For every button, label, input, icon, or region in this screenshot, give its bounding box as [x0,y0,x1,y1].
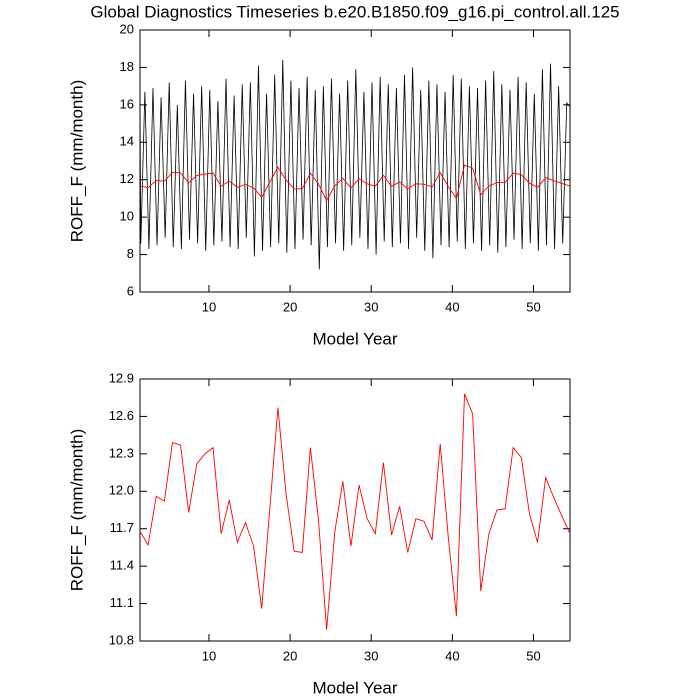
y-tick-label: 12.3 [109,445,134,460]
y-tick-label: 12.0 [109,483,134,498]
x-tick-label: 50 [526,648,540,663]
y-tick-label: 11.1 [110,595,134,610]
chart-title: Global Diagnostics Timeseries b.e20.B185… [90,2,619,21]
y-tick-label: 10.8 [109,632,134,647]
data-line [139,393,571,630]
y-tick-label: 6 [127,283,134,298]
x-tick-label: 10 [202,299,216,314]
y-tick-label: 20 [120,21,134,36]
y-tick-label: 16 [120,96,134,111]
x-axis-label: Model Year [312,678,397,697]
plot-frame [139,378,571,642]
y-axis-label: ROFF_F (mm/month) [67,80,86,242]
x-tick-label: 40 [445,648,459,663]
y-tick-label: 8 [127,246,134,261]
y-axis-label: ROFF_F (mm/month) [67,429,86,591]
y-tick-label: 14 [120,134,134,149]
y-tick-label: 11.4 [110,558,134,573]
x-tick-label: 50 [526,299,540,314]
x-tick-label: 20 [283,648,297,663]
plot-frame [139,29,571,293]
x-axis-label: Model Year [312,329,397,348]
x-tick-label: 30 [364,648,378,663]
y-tick-label: 18 [120,59,134,74]
x-tick-label: 10 [202,648,216,663]
y-tick-label: 12.9 [109,370,134,385]
y-tick-label: 11.7 [110,520,134,535]
x-tick-label: 30 [364,299,378,314]
data-line [139,164,571,202]
y-tick-label: 12.6 [109,408,134,423]
y-tick-label: 12 [120,171,134,186]
y-tick-label: 10 [120,209,134,224]
data-line [139,59,571,270]
x-tick-label: 40 [445,299,459,314]
x-tick-label: 20 [283,299,297,314]
